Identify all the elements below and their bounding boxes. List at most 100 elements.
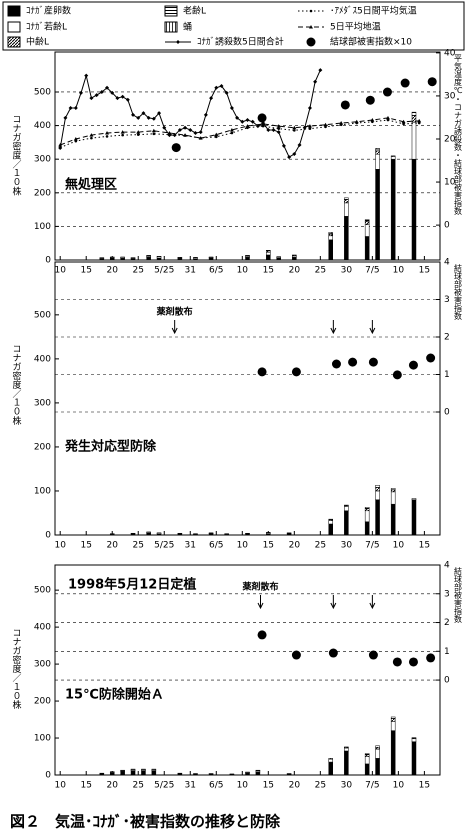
panel-label: 1998年5月12日定植 bbox=[68, 577, 196, 593]
bar-segment bbox=[120, 258, 125, 261]
y2-tick-label: 3 bbox=[444, 295, 450, 305]
temp-triangle bbox=[245, 124, 250, 128]
y2-tick-label: 10 bbox=[444, 178, 456, 188]
legend-label: ･ｱﾒﾀﾞｽ5日間平均気温 bbox=[330, 5, 417, 17]
y2-axis-title: 平気温度℃・コナガ誘殺数・結球部被害指数 bbox=[453, 54, 463, 216]
x-tick-label: 10 bbox=[393, 266, 405, 276]
trap-point bbox=[146, 115, 151, 120]
trap-point bbox=[99, 90, 104, 95]
bar-segment bbox=[375, 748, 380, 759]
bar-segment bbox=[328, 523, 333, 536]
trap-point bbox=[240, 119, 245, 124]
trap-point bbox=[224, 90, 229, 95]
temp-dot bbox=[214, 135, 218, 139]
bar-segment bbox=[146, 532, 151, 536]
bar-segment bbox=[141, 770, 146, 776]
y-tick-label: 100 bbox=[34, 222, 51, 232]
legend-swatch bbox=[164, 21, 178, 33]
x-tick-label: 7/5 bbox=[365, 266, 379, 276]
x-tick-label: 15 bbox=[263, 266, 274, 276]
temp-dot bbox=[136, 133, 140, 136]
trap-point bbox=[151, 116, 156, 121]
x-tick-label: 10 bbox=[393, 541, 405, 551]
legend-label: 蛹 bbox=[183, 22, 192, 33]
temp-dot bbox=[105, 135, 109, 138]
bar-segment bbox=[245, 772, 250, 776]
trap-point bbox=[167, 133, 172, 138]
bar-segment bbox=[375, 499, 380, 536]
x-tick-label: 25 bbox=[133, 781, 144, 791]
y-tick-label: 200 bbox=[34, 442, 51, 452]
x-tick-label: 25 bbox=[133, 266, 144, 276]
temp-triangle bbox=[309, 25, 313, 29]
temp-triangle bbox=[136, 130, 141, 134]
x-tick-label: 10 bbox=[54, 266, 66, 276]
damage-dot bbox=[408, 657, 418, 667]
panel-label: 15℃防除開始Ａ bbox=[65, 687, 164, 703]
y2-tick-label: 1 bbox=[444, 370, 450, 380]
temp-triangle bbox=[339, 121, 344, 125]
bar-segment bbox=[375, 153, 380, 170]
x-tick-label: 6/5 bbox=[209, 781, 223, 791]
damage-dot bbox=[257, 367, 267, 377]
bar-segment bbox=[390, 489, 396, 493]
trap-point bbox=[68, 105, 73, 110]
bar-segment bbox=[375, 169, 380, 261]
bar-segment bbox=[364, 219, 370, 222]
y2-tick-label: 0 bbox=[444, 221, 450, 231]
bar-segment bbox=[375, 484, 380, 488]
legend-label: 結球部被害指数×10 bbox=[330, 36, 412, 48]
bar-segment bbox=[375, 148, 380, 150]
trap-point bbox=[307, 105, 312, 110]
bar-segment bbox=[328, 235, 333, 241]
damage-dot bbox=[400, 78, 410, 88]
bar-segment bbox=[364, 521, 370, 536]
spray-label: 薬剤散布 bbox=[242, 581, 278, 593]
x-tick-label: 15 bbox=[80, 781, 91, 791]
temp-dot bbox=[293, 129, 296, 132]
temp-triangle bbox=[151, 128, 156, 133]
x-tick-label: 15 bbox=[80, 541, 91, 551]
x-tick-label: 20 bbox=[107, 781, 119, 791]
x-tick-label: 20 bbox=[107, 541, 119, 551]
y-tick-label: 300 bbox=[34, 660, 51, 670]
bar-segment bbox=[390, 718, 396, 722]
bar-segment bbox=[411, 111, 417, 116]
temp-triangle bbox=[89, 133, 94, 137]
legend-label: 中齢L bbox=[26, 36, 49, 48]
bar-segment bbox=[390, 721, 396, 731]
x-tick-label: 31 bbox=[185, 781, 196, 791]
trap-point bbox=[255, 124, 260, 129]
damage-dot bbox=[382, 87, 392, 97]
bar-segment bbox=[276, 257, 281, 261]
damage-dot bbox=[368, 357, 378, 367]
y2-tick-label: 3 bbox=[444, 589, 450, 599]
x-tick-label: 20 bbox=[289, 266, 301, 276]
x-tick-label: 30 bbox=[341, 541, 353, 551]
temp-triangle bbox=[385, 115, 390, 120]
bar-segment bbox=[364, 224, 370, 237]
trap-point bbox=[193, 130, 198, 135]
x-tick-label: 10 bbox=[54, 781, 66, 791]
temp-triangle bbox=[183, 133, 188, 137]
y2-tick-label: 4 bbox=[444, 561, 450, 571]
plot-frame bbox=[54, 51, 441, 261]
damage-dot bbox=[257, 630, 267, 640]
temp-triangle bbox=[58, 143, 63, 147]
temp-triangle bbox=[370, 118, 375, 122]
spray-arrow-head bbox=[330, 602, 337, 610]
bar-segment bbox=[151, 770, 157, 776]
trap-point bbox=[214, 85, 219, 90]
x-tick-label: 31 bbox=[185, 266, 196, 276]
trap-point bbox=[281, 143, 286, 148]
trap-point bbox=[131, 112, 136, 117]
temp-triangle bbox=[73, 136, 78, 141]
bar-segment bbox=[328, 239, 333, 261]
temp-triangle bbox=[229, 127, 234, 132]
damage-dot bbox=[291, 650, 301, 660]
trap-point bbox=[141, 111, 146, 116]
y-tick-label: 300 bbox=[34, 155, 51, 165]
bar-segment bbox=[156, 257, 162, 261]
bar-segment bbox=[328, 761, 333, 776]
